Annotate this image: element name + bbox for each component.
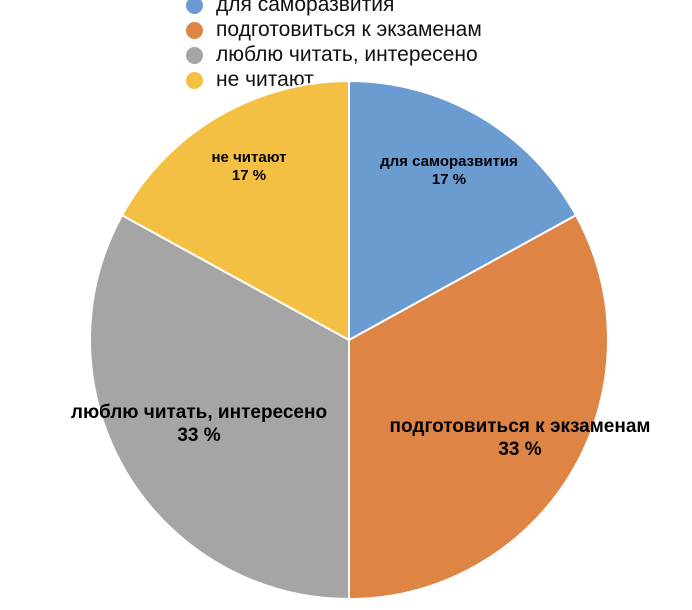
legend-swatch xyxy=(186,46,203,64)
legend-label: люблю читать, интересено xyxy=(216,43,478,66)
slice-data-label: не читают 17 % xyxy=(212,149,287,184)
chart-legend: для саморазвития подготовиться к экзамена… xyxy=(186,0,482,93)
slice-data-label: подготовиться к экзаменам 33 % xyxy=(390,416,651,460)
slice-data-label: для саморазвития 17 % xyxy=(380,153,518,188)
legend-item: для саморазвития xyxy=(186,0,482,17)
legend-label: не читают xyxy=(216,68,314,91)
pie-slice xyxy=(348,79,578,342)
pie-slice xyxy=(120,79,350,342)
legend-item: люблю читать, интересено xyxy=(186,43,482,67)
legend-item: подготовиться к экзаменам xyxy=(186,18,482,42)
legend-swatch xyxy=(186,21,203,39)
pie-slice xyxy=(89,213,350,601)
slice-data-label: люблю читать, интересено 33 % xyxy=(71,402,327,446)
pie-slice xyxy=(348,213,609,601)
legend-item: не читают xyxy=(186,68,482,92)
legend-label: для саморазвития xyxy=(216,0,395,16)
legend-swatch xyxy=(186,0,203,14)
legend-label: подготовиться к экзаменам xyxy=(216,18,482,41)
legend-swatch xyxy=(186,71,203,89)
